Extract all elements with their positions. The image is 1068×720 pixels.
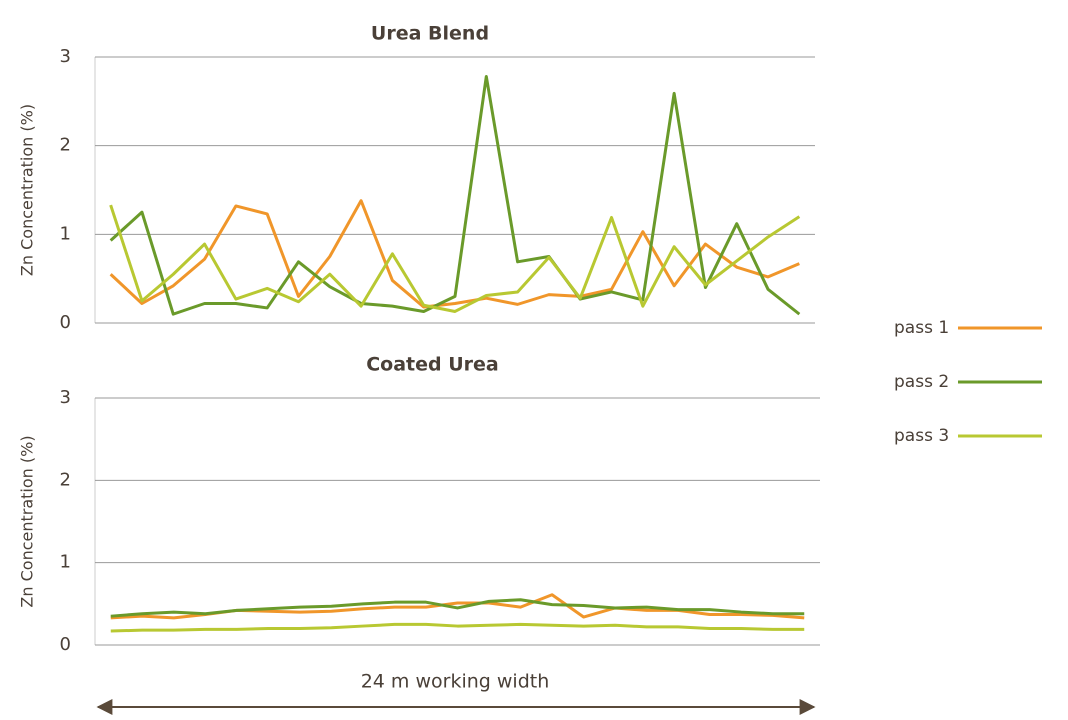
legend-label: pass 2 (894, 372, 949, 392)
y-tick-label: 2 (60, 135, 71, 156)
y-axis-label: Zn Concentration (%) (18, 104, 37, 276)
data-line (109, 199, 800, 309)
y-tick-label: 0 (60, 312, 71, 333)
y-tick-label: 0 (60, 634, 71, 655)
y-tick-label: 2 (60, 469, 71, 490)
y-axis-label: Zn Concentration (%) (18, 435, 37, 607)
legend-label: pass 3 (894, 426, 949, 446)
y-tick-label: 3 (60, 387, 71, 408)
data-line (109, 75, 801, 316)
y-tick-label: 3 (60, 46, 71, 67)
y-tick-label: 1 (60, 223, 71, 244)
x-axis-label: 24 m working width (361, 671, 550, 693)
y-tick-label: 1 (60, 552, 71, 573)
legend-label: pass 1 (894, 318, 949, 338)
chart-title: Urea Blend (371, 23, 489, 45)
data-line (110, 598, 805, 618)
chart-title: Coated Urea (366, 354, 499, 376)
data-line (110, 622, 805, 633)
data-line (110, 593, 805, 620)
data-line (109, 204, 801, 313)
